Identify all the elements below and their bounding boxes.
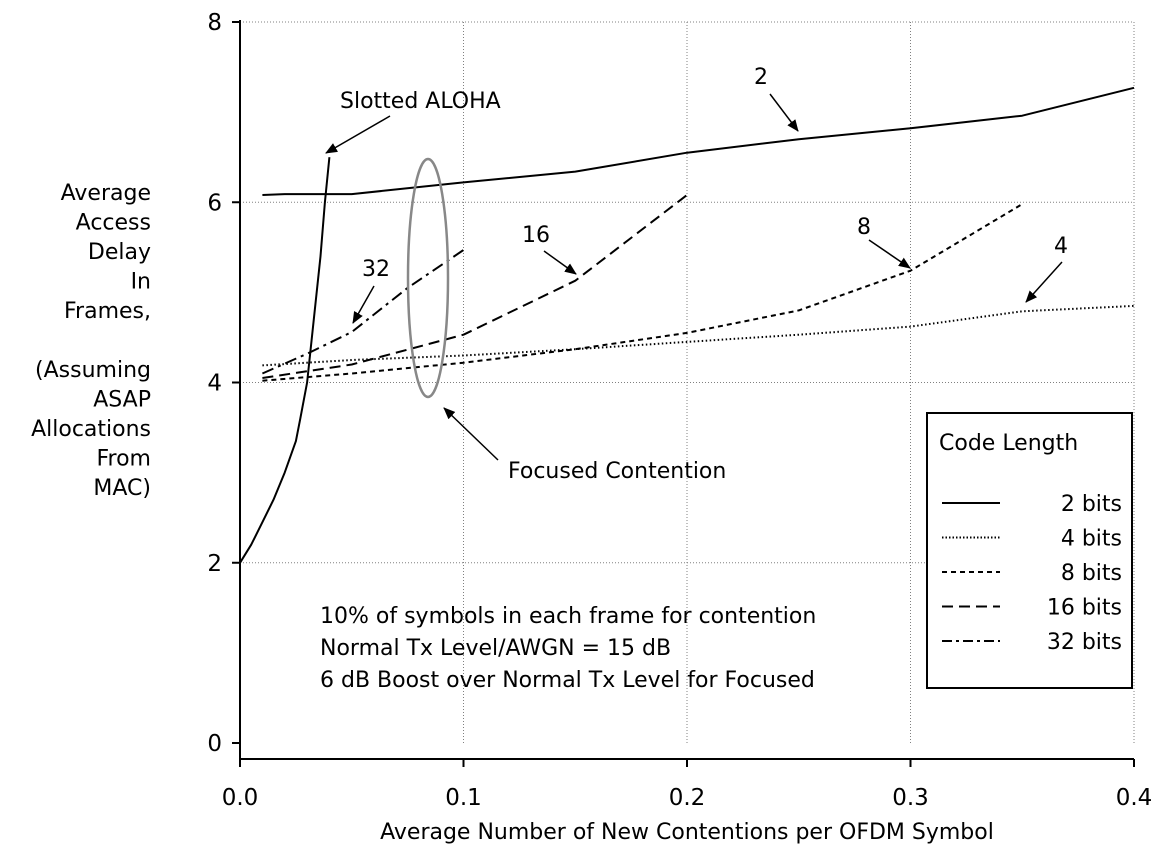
y-axis-label-line: (Assuming bbox=[35, 358, 151, 383]
y-axis-label-line: From bbox=[96, 447, 151, 472]
x-tick-label: 0.0 bbox=[222, 785, 259, 811]
x-tick-label: 0.3 bbox=[892, 785, 929, 811]
y-axis-label-line: MAC) bbox=[93, 476, 151, 501]
annotation-label-32: 32 bbox=[362, 257, 390, 282]
arrow-label-16 bbox=[543, 250, 577, 275]
y-axis-label-line: Access bbox=[76, 211, 151, 236]
arrow-label-4 bbox=[1025, 261, 1063, 303]
y-tick-label: 2 bbox=[207, 551, 222, 577]
y-axis-label-line: ASAP bbox=[93, 388, 151, 413]
y-axis-label-line: Delay bbox=[88, 240, 151, 265]
series-line-slotted-aloha bbox=[239, 157, 331, 564]
axes: 0 2 4 6 8 0.0 0.1 0.2 0.3 0.4 bbox=[207, 10, 1152, 811]
annotation-note-line: 10% of symbols in each frame for content… bbox=[320, 604, 816, 629]
arrow-label-8 bbox=[868, 239, 911, 269]
annotation-note-line: 6 dB Boost over Normal Tx Level for Focu… bbox=[320, 668, 815, 693]
series-line-32-bits bbox=[261, 249, 465, 375]
annotation-label-4: 4 bbox=[1054, 234, 1068, 259]
annotation-label-16: 16 bbox=[522, 223, 550, 248]
y-axis-label: Average Access Delay In Frames, (Assuming ASAP… bbox=[31, 181, 151, 501]
y-tick-label: 4 bbox=[207, 371, 222, 397]
arrow-focused-contention bbox=[443, 407, 499, 461]
y-axis-label-line: In bbox=[131, 270, 151, 295]
legend-entry: 8 bits bbox=[1061, 561, 1122, 586]
legend: Code Length 2 bits 4 bits 8 bits 16 bits 32 b… bbox=[926, 412, 1133, 689]
y-axis-label-line: Frames, bbox=[64, 299, 151, 324]
arrow-label-2 bbox=[769, 93, 799, 132]
y-tick-label: 0 bbox=[207, 731, 222, 757]
focused-contention-ellipse bbox=[406, 157, 450, 399]
y-tick-label: 8 bbox=[207, 10, 222, 36]
x-tick-label: 0.2 bbox=[669, 785, 706, 811]
legend-title: Code Length bbox=[939, 431, 1078, 456]
annotations: Slotted ALOHA 2 4 8 16 32 Focused Contention 10… bbox=[320, 65, 1068, 693]
annotation-label-2: 2 bbox=[754, 65, 768, 90]
legend-box bbox=[926, 412, 1133, 689]
series-line-8-bits bbox=[262, 203, 1023, 382]
series-lines bbox=[239, 86, 1135, 564]
y-tick-label: 6 bbox=[207, 190, 222, 216]
series-line-16-bits bbox=[262, 194, 688, 379]
annotation-note-line: Normal Tx Level/AWGN = 15 dB bbox=[320, 636, 671, 661]
arrow-label-32 bbox=[352, 285, 375, 324]
annotation-label-8: 8 bbox=[857, 215, 871, 240]
x-axis-label: Average Number of New Contentions per OF… bbox=[380, 820, 994, 845]
legend-entry: 16 bits bbox=[1047, 596, 1122, 621]
annotation-slotted-aloha: Slotted ALOHA bbox=[340, 89, 501, 114]
x-tick-label: 0.4 bbox=[1116, 785, 1153, 811]
legend-entry: 32 bits bbox=[1047, 630, 1122, 655]
legend-entry: 4 bits bbox=[1061, 527, 1122, 552]
x-tick-label: 0.1 bbox=[445, 785, 482, 811]
y-axis-label-line: Average bbox=[61, 181, 151, 206]
series-line-4-bits bbox=[262, 304, 1135, 367]
annotation-focused-contention: Focused Contention bbox=[508, 459, 726, 484]
arrow-slotted-aloha bbox=[325, 115, 391, 154]
legend-entry: 2 bits bbox=[1061, 492, 1122, 517]
series-line-2-bits bbox=[262, 86, 1135, 196]
y-axis-label-line: Allocations bbox=[31, 417, 151, 442]
